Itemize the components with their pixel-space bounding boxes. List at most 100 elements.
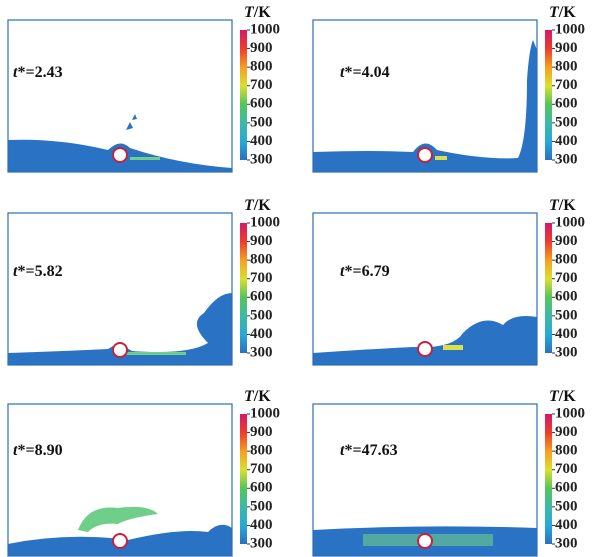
panel: t*=6.79 T/K 300 400 500 600 700 800 900 1000 — [312, 197, 585, 366]
colorbar-unit: /K — [558, 4, 576, 21]
colorbar-tick-label: 300 — [555, 151, 578, 167]
cylinder — [112, 147, 128, 163]
colorbar-tick-label: 900 — [250, 233, 273, 249]
colorbar — [545, 223, 552, 353]
cylinder — [112, 533, 128, 549]
colorbar-tick-label: 500 — [555, 307, 578, 323]
colorbar-tick-label: 800 — [555, 252, 578, 268]
colorbar-tick-label: 500 — [555, 114, 578, 130]
colorbar-tick-label: 800 — [250, 252, 273, 268]
colorbar-tick-label: 600 — [250, 289, 273, 305]
colorbar-tick-label: 700 — [250, 461, 273, 477]
panel-frame — [7, 403, 233, 557]
colorbar-tick-label: 1000 — [250, 405, 280, 421]
time-label: t*=5.82 — [13, 263, 63, 280]
colorbar-unit: /K — [253, 388, 271, 405]
colorbar-title: T/K — [244, 197, 271, 214]
colorbar-symbol: T — [549, 4, 560, 21]
colorbar-tick-label: 500 — [250, 307, 273, 323]
colorbar-tick-label: 1000 — [555, 405, 585, 421]
time-symbol: t — [340, 442, 345, 459]
time-value: *=4.04 — [344, 64, 389, 81]
time-label: t*=6.79 — [340, 263, 390, 280]
colorbar-title: T/K — [549, 4, 576, 21]
colorbar-tick-label: 300 — [250, 344, 273, 360]
colorbar-tick-label: 600 — [555, 96, 578, 112]
colorbar-title: T/K — [549, 388, 576, 405]
colorbar-tick-label: 800 — [250, 59, 273, 75]
panel-frame — [312, 19, 538, 173]
colorbar-tick-label: 700 — [555, 461, 578, 477]
colorbar-tick-label: 600 — [555, 480, 578, 496]
colorbar-unit: /K — [253, 4, 271, 21]
hot-zone — [126, 352, 186, 355]
time-value: *=6.79 — [344, 263, 389, 280]
colorbar-tick-label: 900 — [555, 424, 578, 440]
cylinder — [417, 341, 433, 357]
cylinder — [417, 533, 433, 549]
panel-frame — [7, 19, 233, 173]
colorbar-tick-label: 700 — [250, 77, 273, 93]
colorbar-title: T/K — [244, 388, 271, 405]
water — [313, 316, 537, 365]
colorbar — [545, 414, 552, 544]
water — [313, 40, 537, 172]
colorbar-tick-label: 300 — [555, 535, 578, 551]
colorbar-tick-label: 1000 — [555, 21, 585, 37]
colorbar-tick-label: 700 — [555, 77, 578, 93]
colorbar-tick-label: 400 — [555, 517, 578, 533]
colorbar-tick-label: 600 — [250, 96, 273, 112]
hot-zone — [78, 506, 158, 532]
colorbar-tick-label: 700 — [250, 270, 273, 286]
colorbar-tick-label: 400 — [250, 517, 273, 533]
colorbar — [240, 223, 247, 353]
time-symbol: t — [340, 263, 345, 280]
colorbar-tick-label: 900 — [555, 233, 578, 249]
panel: t*=2.43 T/K 300 400 500 600 700 800 900 1000 — [7, 4, 280, 173]
colorbar-unit: /K — [253, 197, 271, 214]
colorbar-title: T/K — [244, 4, 271, 21]
colorbar-tick-label: 600 — [250, 480, 273, 496]
colorbar-tick-label: 400 — [555, 326, 578, 342]
time-value: *=47.63 — [344, 442, 397, 459]
time-symbol: t — [340, 64, 345, 81]
colorbar-tick-label: 600 — [555, 289, 578, 305]
time-label: t*=2.43 — [13, 64, 63, 81]
time-label: t*=4.04 — [340, 64, 390, 81]
colorbar-tick-label: 400 — [250, 133, 273, 149]
colorbar — [545, 30, 552, 160]
colorbar-tick-label: 1000 — [555, 214, 585, 230]
colorbar-unit: /K — [558, 197, 576, 214]
cylinder — [417, 147, 433, 163]
time-symbol: t — [13, 442, 18, 459]
time-label: t*=8.90 — [13, 442, 63, 459]
colorbar-tick-label: 900 — [250, 424, 273, 440]
colorbar-tick-label: 400 — [555, 133, 578, 149]
colorbar-symbol: T — [244, 197, 255, 214]
colorbar-unit: /K — [558, 388, 576, 405]
colorbar-tick-label: 1000 — [250, 214, 280, 230]
colorbar-tick-label: 500 — [250, 498, 273, 514]
colorbar-tick-label: 800 — [250, 443, 273, 459]
panel: t*=8.90 T/K 300 400 500 600 700 800 900 1000 — [7, 388, 280, 557]
panel: t*=5.82 T/K 300 400 500 600 700 800 900 1000 — [7, 197, 280, 366]
cylinder — [112, 342, 128, 358]
colorbar-tick-label: 800 — [555, 59, 578, 75]
colorbar-tick-label: 500 — [250, 114, 273, 130]
colorbar-tick-label: 900 — [555, 40, 578, 56]
colorbar-tick-label: 700 — [555, 270, 578, 286]
droplets — [126, 114, 137, 130]
panel-frame — [312, 212, 538, 366]
time-symbol: t — [13, 64, 18, 81]
time-symbol: t — [13, 263, 18, 280]
colorbar-symbol: T — [244, 388, 255, 405]
hot-zone — [443, 345, 463, 350]
hot-zone — [435, 156, 447, 160]
colorbar-tick-label: 300 — [250, 535, 273, 551]
colorbar-symbol: T — [244, 4, 255, 21]
colorbar-symbol: T — [549, 197, 560, 214]
colorbar-symbol: T — [549, 388, 560, 405]
colorbar — [240, 414, 247, 544]
time-value: *=8.90 — [17, 442, 62, 459]
colorbar-tick-label: 300 — [250, 151, 273, 167]
